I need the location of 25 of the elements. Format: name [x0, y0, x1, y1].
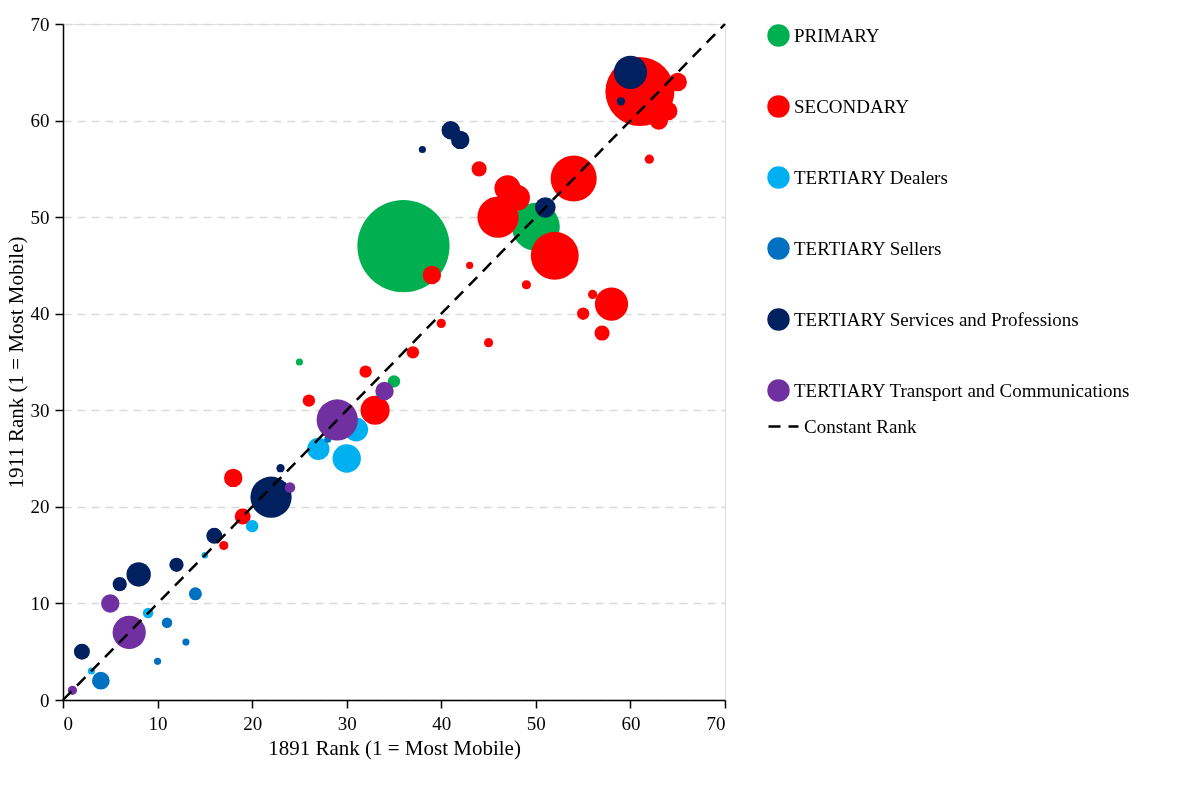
x-tick-label: 0 [63, 712, 73, 734]
legend-label: TERTIARY Dealers [794, 166, 948, 188]
y-tick-label: 50 [30, 206, 50, 228]
legend-label: PRIMARY [794, 24, 880, 46]
x-tick-label: 30 [337, 712, 357, 734]
y-tick-label: 40 [30, 303, 50, 325]
x-axis-title: 1891 Rank (1 = Most Mobile) [268, 735, 521, 760]
legend-label: TERTIARY Transport and Communications [794, 379, 1130, 401]
y-tick-label: 0 [40, 689, 50, 711]
y-tick-label: 30 [30, 399, 50, 421]
y-tick-label: 10 [30, 592, 50, 614]
legend-label: TERTIARY Services and Professions [794, 308, 1079, 330]
x-tick-label: 20 [243, 712, 263, 734]
x-tick-label: 60 [621, 712, 641, 734]
y-tick-label: 20 [30, 496, 50, 518]
legend-label: TERTIARY Sellers [794, 237, 942, 259]
y-axis-title: 1911 Rank (1 = Most Mobile) [3, 236, 28, 489]
x-tick-label: 40 [432, 712, 452, 734]
x-tick-label: 50 [526, 712, 546, 734]
y-tick-label: 70 [30, 13, 50, 35]
x-tick-label: 70 [706, 712, 726, 734]
x-tick-label: 10 [148, 712, 168, 734]
legend-label: Constant Rank [804, 415, 917, 437]
y-tick-label: 60 [30, 110, 50, 132]
legend-label: SECONDARY [794, 95, 910, 117]
